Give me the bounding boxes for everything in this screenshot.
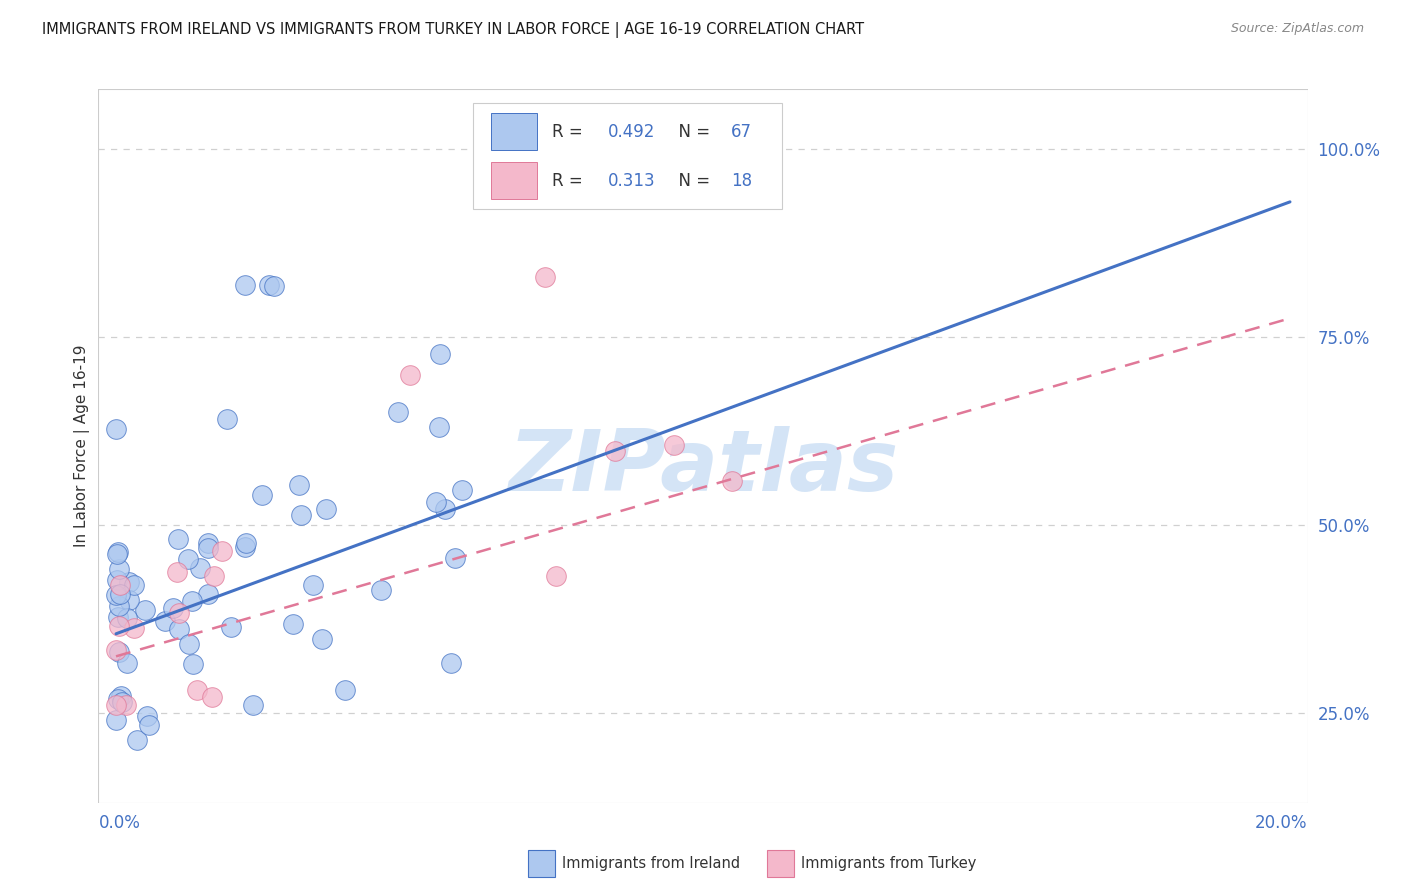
Point [257,277,280,292]
Point [188,560,211,574]
Point [111,695,134,709]
Point [429,346,451,360]
Point [107,692,129,706]
Point [135,709,157,723]
Point [180,594,202,608]
FancyBboxPatch shape [492,113,537,150]
Text: 67: 67 [731,123,752,141]
Point [134,603,156,617]
Point [444,550,467,565]
Text: ZIPatlas: ZIPatlas [508,425,898,509]
Point [105,713,128,727]
Point [105,588,128,602]
Point [108,599,131,613]
Point [186,683,208,698]
Point [162,601,184,615]
Point [177,636,200,650]
Point [125,732,148,747]
Point [105,547,128,561]
Text: IMMIGRANTS FROM IRELAND VS IMMIGRANTS FROM TURKEY IN LABOR FORCE | AGE 16-19 COR: IMMIGRANTS FROM IRELAND VS IMMIGRANTS FR… [42,22,865,38]
Point [281,616,304,631]
Point [302,578,325,592]
Text: 18: 18 [731,172,752,190]
Point [315,502,337,516]
Point [201,690,224,705]
Point [108,619,131,633]
Text: R =: R = [553,123,588,141]
Point [425,495,447,509]
Text: Source: ZipAtlas.com: Source: ZipAtlas.com [1230,22,1364,36]
Point [219,620,242,634]
Point [176,551,198,566]
Point [167,606,190,620]
Point [105,422,128,436]
Point [108,645,131,659]
Point [546,569,568,583]
Point [202,569,225,583]
Point [115,611,138,625]
Point [603,444,626,458]
Point [105,643,128,657]
Point [122,621,145,635]
Point [398,368,420,382]
Point [721,474,744,488]
Point [311,632,333,646]
Point [370,583,392,598]
Text: 0.313: 0.313 [607,172,655,190]
Point [197,541,219,556]
Text: N =: N = [668,172,716,190]
Point [662,131,685,145]
Text: 0.492: 0.492 [607,123,655,141]
Text: Immigrants from Turkey: Immigrants from Turkey [801,856,977,871]
Text: Immigrants from Ireland: Immigrants from Ireland [562,856,741,871]
Point [105,573,128,587]
Point [235,536,257,550]
Point [233,277,256,292]
Point [105,698,128,712]
Point [252,487,274,501]
Point [110,689,132,703]
Point [427,420,450,434]
Point [440,656,463,670]
Point [434,502,457,516]
Point [138,718,160,732]
Point [124,578,146,592]
FancyBboxPatch shape [474,103,782,209]
Point [263,279,285,293]
Y-axis label: In Labor Force | Age 16-19: In Labor Force | Age 16-19 [75,344,90,548]
Point [290,508,312,522]
Point [107,545,129,559]
FancyBboxPatch shape [492,162,537,200]
Point [242,698,264,712]
Point [115,698,138,712]
Point [181,657,204,671]
Point [107,610,129,624]
Point [387,405,409,419]
Point [211,544,233,558]
Text: R =: R = [553,172,588,190]
Point [108,587,131,601]
Point [333,682,356,697]
Text: 0.0%: 0.0% [98,814,141,832]
Point [662,438,685,452]
Text: N =: N = [668,123,716,141]
Point [197,587,219,601]
Point [118,574,141,589]
Point [167,622,190,636]
Point [108,578,131,592]
Point [107,561,129,575]
Point [235,541,257,555]
Point [167,533,190,547]
Point [288,477,311,491]
Point [166,565,188,579]
Point [217,412,239,426]
Point [117,656,139,670]
Text: 20.0%: 20.0% [1256,814,1308,832]
Point [451,483,474,498]
Point [197,536,219,550]
Point [118,593,141,607]
Point [533,270,555,285]
Point [155,614,177,628]
